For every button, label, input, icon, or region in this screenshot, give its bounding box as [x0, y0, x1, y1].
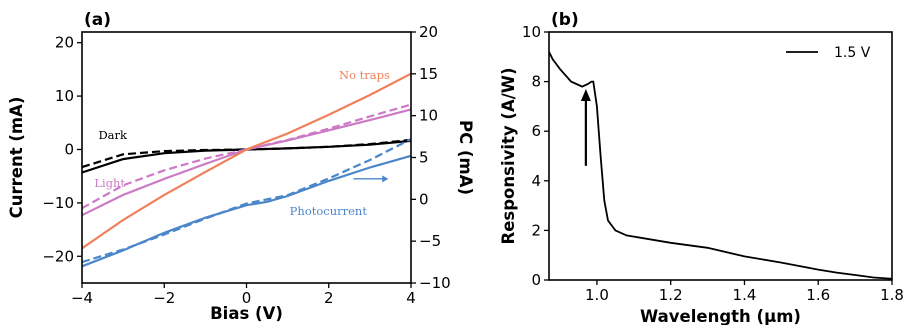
panel-a-ytick-label: 0	[64, 140, 74, 158]
panel-a-ytick-label: −20	[42, 247, 74, 265]
panel-a-series-1	[81, 138, 412, 169]
panel-a-y2tick-label: 0	[419, 190, 429, 208]
panel-a-xlabel: Bias (V)	[210, 304, 283, 323]
panel-a-y2tick-label: 15	[419, 65, 438, 83]
panel-b-ytick-label: 10	[522, 23, 541, 41]
panel-a-y2label: PC (mA)	[456, 120, 475, 195]
legend-label-1p5v: 1.5 V	[834, 45, 871, 61]
panel-b-frame	[548, 31, 893, 281]
peak-arrow	[580, 89, 591, 166]
annotation-dark: Dark	[98, 128, 128, 142]
panel-a-series-4	[81, 72, 412, 250]
panel-b-ytick-label: 0	[531, 271, 541, 289]
panel-a-xtick-label: −4	[71, 289, 93, 307]
panel-a-y2tick-label: −5	[419, 232, 441, 250]
panel-b-ytick-label: 2	[531, 221, 541, 239]
panel-b-ylabel: Responsivity (A/W)	[499, 68, 518, 245]
panel-b-xtick-label: 1.8	[880, 286, 904, 304]
panel-b-series-0	[548, 51, 893, 280]
panel-b-xtick-label: 1.4	[733, 286, 757, 304]
panel-a-y2tick-label: 20	[419, 23, 438, 41]
panel-a-xtick-label: 4	[406, 289, 416, 307]
panel-a-ylabel: Current (mA)	[7, 97, 26, 219]
panel-b-ytick-label: 4	[531, 172, 541, 190]
panel-b-ytick-label: 6	[531, 122, 541, 140]
panel-a-ytick-label: 10	[55, 87, 74, 105]
panel-a-series-6	[81, 138, 412, 264]
panel-b-label: (b)	[551, 10, 579, 30]
panel-a-xtick-label: −2	[153, 289, 175, 307]
panel-a-ytick-label: 20	[55, 34, 74, 52]
photocurrent-arrow-head	[382, 175, 389, 183]
panel-b-xtick-label: 1.0	[585, 286, 609, 304]
panel-b-xlabel: Wavelength (μm)	[640, 307, 801, 325]
panel-a-xtick-label: 0	[242, 289, 252, 307]
annotation-light: Light	[94, 176, 125, 190]
panel-b-xtick-label: 1.6	[806, 286, 830, 304]
panel-a-y2tick-label: −10	[419, 274, 451, 292]
annotation-photocurrent: Photocurrent	[290, 204, 368, 218]
panel-a-y2tick-label: 5	[419, 149, 429, 167]
annotation-no-traps: No traps	[339, 68, 390, 82]
panel-a-series-2	[81, 108, 412, 217]
panel-a-ytick-label: −10	[42, 194, 74, 212]
panel-a-y2tick-label: 10	[419, 107, 438, 125]
photocurrent-axis-arrow	[353, 175, 389, 183]
panel-b: (b) 1.0 1.2 1.4 1.6 1.8 0 2 4 6 8 10 1.5 V Wavelen…	[499, 10, 904, 325]
panel-b-xtick-label: 1.2	[659, 286, 683, 304]
panel-a-xtick-label: 2	[324, 289, 334, 307]
legend: 1.5 V	[786, 45, 871, 61]
panel-b-ytick-label: 8	[531, 73, 541, 91]
peak-arrow-head	[580, 89, 591, 102]
panel-a-label: (a)	[84, 10, 111, 30]
